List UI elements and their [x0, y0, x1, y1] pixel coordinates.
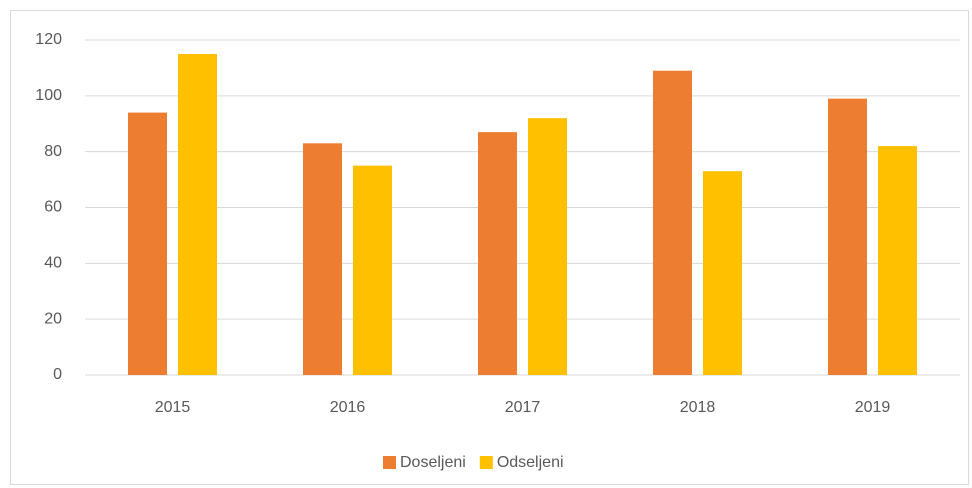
bar	[828, 98, 867, 375]
bar	[353, 165, 392, 375]
x-tick-label: 2015	[155, 399, 191, 416]
bar	[178, 53, 217, 375]
x-tick-label: 2017	[505, 399, 541, 416]
x-tick-label: 2016	[330, 399, 366, 416]
bar	[703, 171, 742, 375]
y-tick-label: 60	[44, 199, 62, 216]
bar	[653, 70, 692, 375]
x-tick-label: 2019	[855, 399, 891, 416]
bar	[303, 143, 342, 375]
bar	[128, 112, 167, 375]
y-tick-label: 80	[44, 143, 62, 160]
bar	[478, 132, 517, 375]
bar	[878, 146, 917, 375]
legend-swatch	[383, 456, 396, 469]
y-tick-label: 40	[44, 255, 62, 272]
y-tick-label: 120	[35, 31, 62, 48]
legend-label: Odseljeni	[497, 454, 564, 471]
y-tick-label: 100	[35, 87, 62, 104]
y-tick-label: 20	[44, 310, 62, 327]
x-tick-label: 2018	[680, 399, 716, 416]
bar	[528, 118, 567, 376]
y-tick-label: 0	[53, 366, 62, 383]
legend-label: Doseljeni	[400, 454, 466, 471]
legend-swatch	[479, 456, 493, 469]
